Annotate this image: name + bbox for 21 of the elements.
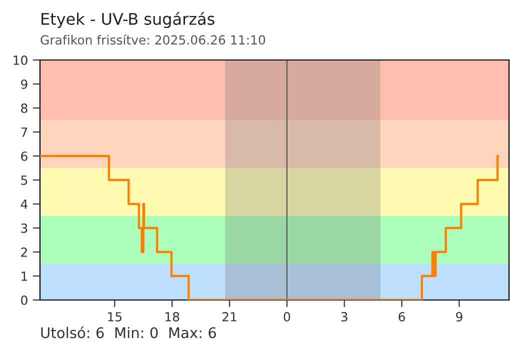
x-tick-label: 9	[456, 312, 462, 322]
y-tick-label: 7	[21, 128, 28, 137]
y-tick-label: 6	[21, 151, 28, 161]
y-tick-label: 4	[20, 200, 28, 209]
x-tick-label: 3	[341, 312, 348, 322]
y-tick-label: 1	[22, 272, 28, 281]
chart-title: Etyek - UV-B sugárzás	[42, 12, 214, 28]
y-tick-label: 0	[21, 295, 28, 305]
y-tick-label: 10	[14, 55, 28, 65]
x-tick-label: 0	[284, 312, 290, 322]
y-tick-label: 8	[21, 103, 28, 113]
x-tick-label: 18	[166, 312, 180, 322]
y-tick-label: 9	[21, 79, 28, 89]
x-tick-label: 15	[108, 312, 122, 322]
x-tick-label: 21	[222, 312, 236, 322]
x-tick-label: 6	[398, 312, 405, 322]
y-tick-label: 2	[21, 247, 27, 257]
y-tick-label: 3	[21, 223, 28, 233]
y-tick-label: 5	[21, 176, 28, 185]
chart-subtitle: Grafikon frissítve: 2025.06.26 11:10	[40, 34, 266, 45]
text: Utolsó: 6 Min: 0 Max: 6	[41, 326, 216, 338]
